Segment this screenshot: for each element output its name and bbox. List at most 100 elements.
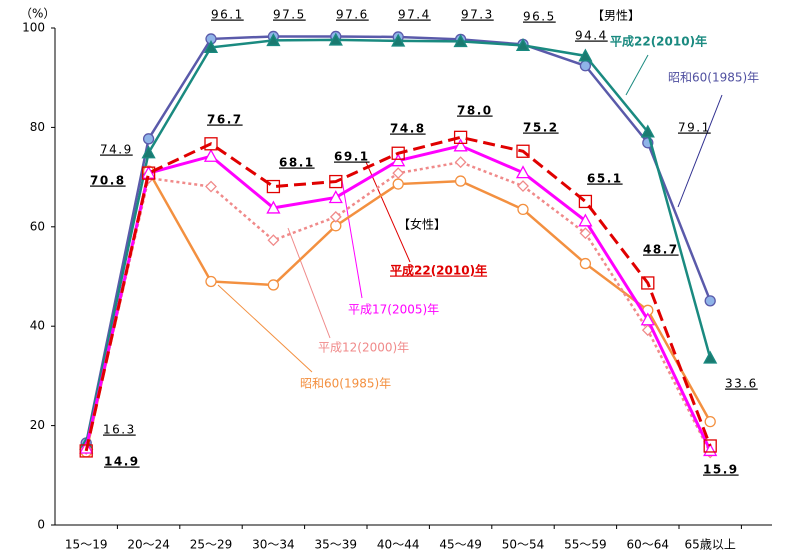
- data-label: 70.8: [90, 174, 126, 188]
- marker: [141, 145, 156, 159]
- data-label: 48.7: [643, 243, 679, 257]
- x-tick-label: 65歳以上: [685, 538, 736, 552]
- leader-line: [625, 54, 649, 96]
- marker: [453, 34, 468, 48]
- data-label: 97.5: [273, 8, 306, 22]
- series-label: 平成12(2000)年: [318, 341, 409, 355]
- y-tick-label: 40: [30, 319, 45, 333]
- data-label: 74.8: [390, 122, 426, 136]
- marker: [391, 146, 405, 160]
- marker: [703, 439, 717, 453]
- marker: [517, 203, 529, 216]
- marker: [704, 415, 716, 428]
- series-line: [84, 144, 712, 452]
- marker: [267, 279, 280, 291]
- annotation: 【女性】: [398, 217, 446, 232]
- marker: [516, 144, 530, 158]
- x-tick-label: 45～49: [439, 538, 482, 552]
- data-label: 68.1: [279, 156, 315, 170]
- y-tick-label: 0: [37, 518, 45, 532]
- y-tick-label: 60: [30, 219, 45, 233]
- x-tick-label: 60～64: [627, 538, 670, 552]
- x-tick-label: 30～34: [252, 538, 295, 552]
- data-label: 96.1: [211, 8, 244, 22]
- data-label: 97.4: [398, 8, 431, 22]
- marker: [329, 174, 343, 189]
- series-label: 昭和60(1985)年: [300, 377, 391, 391]
- x-tick-label: 20～24: [127, 538, 170, 552]
- x-tick-label: 35～39: [315, 538, 358, 552]
- marker: [329, 210, 342, 223]
- data-label: 33.6: [725, 377, 758, 391]
- data-label: 75.2: [523, 121, 559, 135]
- marker: [392, 178, 404, 190]
- marker: [205, 275, 217, 288]
- marker: [453, 130, 468, 144]
- marker: [579, 60, 592, 72]
- marker: [703, 443, 718, 457]
- series-label: 平成17(2005)年: [348, 303, 439, 317]
- marker: [205, 180, 217, 193]
- data-label: 69.1: [334, 150, 370, 164]
- y-tick-label: 100: [22, 21, 45, 35]
- marker: [266, 179, 281, 194]
- marker: [704, 295, 716, 307]
- marker: [515, 38, 531, 52]
- data-label: 15.9: [703, 463, 739, 477]
- data-label: 97.3: [461, 8, 494, 22]
- marker: [578, 48, 593, 62]
- marker: [266, 200, 281, 214]
- marker: [453, 138, 468, 152]
- leader-line: [365, 161, 411, 263]
- data-label: 16.3: [103, 423, 136, 437]
- leader-line: [287, 227, 331, 339]
- annotation: 【男性】: [592, 9, 640, 23]
- y-axis-label: （%）: [20, 7, 55, 21]
- marker: [515, 165, 531, 179]
- data-label: 14.9: [104, 455, 140, 469]
- marker: [640, 124, 655, 138]
- marker: [703, 350, 718, 364]
- marker: [578, 194, 593, 209]
- series-line: [84, 135, 712, 452]
- marker: [454, 156, 467, 169]
- x-tick-label: 55～59: [564, 538, 607, 552]
- data-label: 96.5: [523, 10, 556, 24]
- marker: [579, 257, 592, 270]
- y-tick-label: 80: [30, 120, 45, 134]
- marker: [79, 444, 93, 458]
- data-label: 76.7: [207, 113, 243, 127]
- marker: [266, 33, 281, 47]
- marker: [328, 32, 343, 46]
- marker: [392, 167, 405, 180]
- data-label: 65.1: [587, 172, 623, 186]
- x-tick-label: 25～29: [190, 538, 233, 552]
- marker: [641, 276, 655, 290]
- y-tick-label: 20: [30, 418, 45, 432]
- marker: [578, 213, 593, 227]
- marker: [640, 312, 655, 326]
- marker: [517, 180, 529, 192]
- series-label: 平成22(2010)年: [610, 34, 707, 49]
- series-label: 昭和60(1985)年: [668, 71, 759, 85]
- marker: [328, 190, 343, 204]
- marker: [142, 133, 155, 145]
- marker: [391, 153, 406, 167]
- marker: [203, 148, 219, 162]
- series-line: [84, 35, 712, 444]
- leader-line: [677, 94, 723, 208]
- marker: [267, 234, 280, 247]
- marker: [454, 175, 467, 187]
- data-label: 74.9: [100, 143, 133, 157]
- marker: [391, 33, 406, 47]
- x-tick-label: 50～54: [502, 538, 545, 552]
- marker: [204, 137, 218, 151]
- marker: [579, 227, 592, 240]
- data-label: 78.0: [457, 104, 493, 118]
- leader-line: [341, 179, 363, 299]
- x-tick-label: 15～19: [65, 538, 108, 552]
- data-label: 94.4: [575, 29, 608, 43]
- marker: [203, 40, 219, 54]
- data-label: 79.1: [678, 121, 711, 135]
